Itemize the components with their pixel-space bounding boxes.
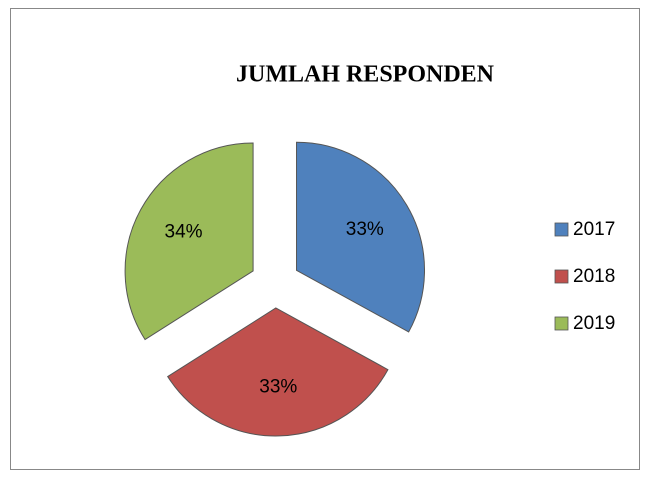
legend-label: 2018 — [573, 266, 615, 287]
legend-swatch — [554, 222, 569, 237]
legend-label: 2019 — [573, 313, 615, 334]
chart-title: JUMLAH RESPONDEN — [236, 62, 495, 88]
data-label: 33% — [346, 219, 384, 240]
pie-slice — [124, 142, 254, 341]
legend-label: 2017 — [573, 219, 615, 240]
pie-slice — [296, 141, 426, 333]
legend-swatch — [554, 269, 569, 284]
pie-slice — [167, 307, 389, 437]
data-label: 33% — [259, 376, 297, 397]
data-label: 34% — [165, 222, 203, 243]
legend-swatch — [554, 316, 569, 331]
